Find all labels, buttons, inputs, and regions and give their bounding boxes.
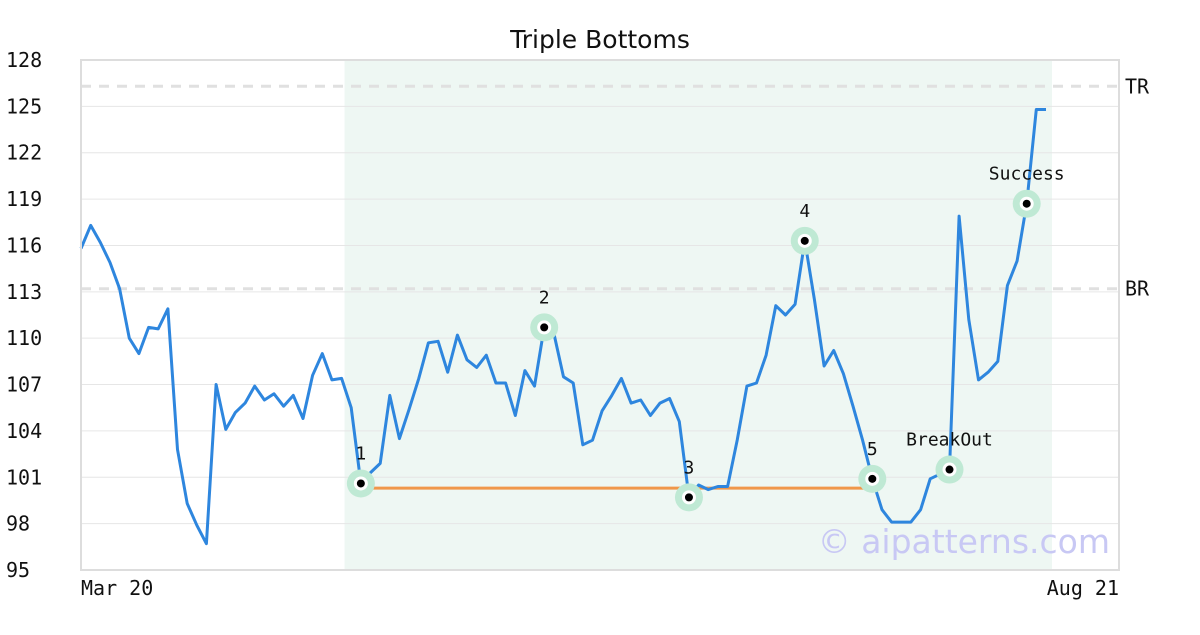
- y-tick-label: 128: [6, 48, 42, 72]
- annotation-label: 4: [799, 201, 810, 222]
- watermark-text: © aipatterns.com: [818, 522, 1110, 561]
- annotation-label: 2: [539, 287, 550, 308]
- y-tick-label: 101: [6, 465, 42, 489]
- y-tick-label: 122: [6, 141, 42, 165]
- y-tick-label: 125: [6, 94, 42, 118]
- plot-frame: [80, 59, 1120, 571]
- annotation-dot: [800, 236, 809, 245]
- annotation-dot: [1022, 199, 1031, 208]
- y-tick-label: 119: [6, 187, 42, 211]
- x-label-end: Aug 21: [1047, 576, 1119, 600]
- reference-line-label: TR: [1125, 74, 1150, 98]
- annotation-label: 1: [355, 443, 366, 464]
- y-tick-label: 104: [6, 419, 42, 443]
- x-label-start: Mar 20: [81, 576, 153, 600]
- annotation-dot: [356, 479, 365, 488]
- annotation-label: 3: [684, 457, 695, 478]
- y-tick-label: 116: [6, 233, 42, 257]
- annotation-dot: [540, 323, 549, 332]
- price-series-line: [79, 108, 1046, 546]
- annotation-label: BreakOut: [906, 430, 993, 451]
- annotation-label: Success: [989, 164, 1065, 185]
- annotation-dot: [684, 493, 693, 502]
- y-tick-label: 110: [6, 326, 42, 350]
- y-tick-label: 113: [6, 280, 42, 304]
- y-tick-label: 95: [6, 558, 30, 582]
- chart-title: Triple Bottoms: [509, 25, 690, 54]
- y-tick-label: 98: [6, 512, 30, 536]
- y-tick-label: 107: [6, 373, 42, 397]
- annotation-dot: [945, 465, 954, 474]
- annotation-label: 5: [867, 439, 878, 460]
- reference-line-label: BR: [1125, 277, 1150, 301]
- annotation-dot: [868, 474, 877, 483]
